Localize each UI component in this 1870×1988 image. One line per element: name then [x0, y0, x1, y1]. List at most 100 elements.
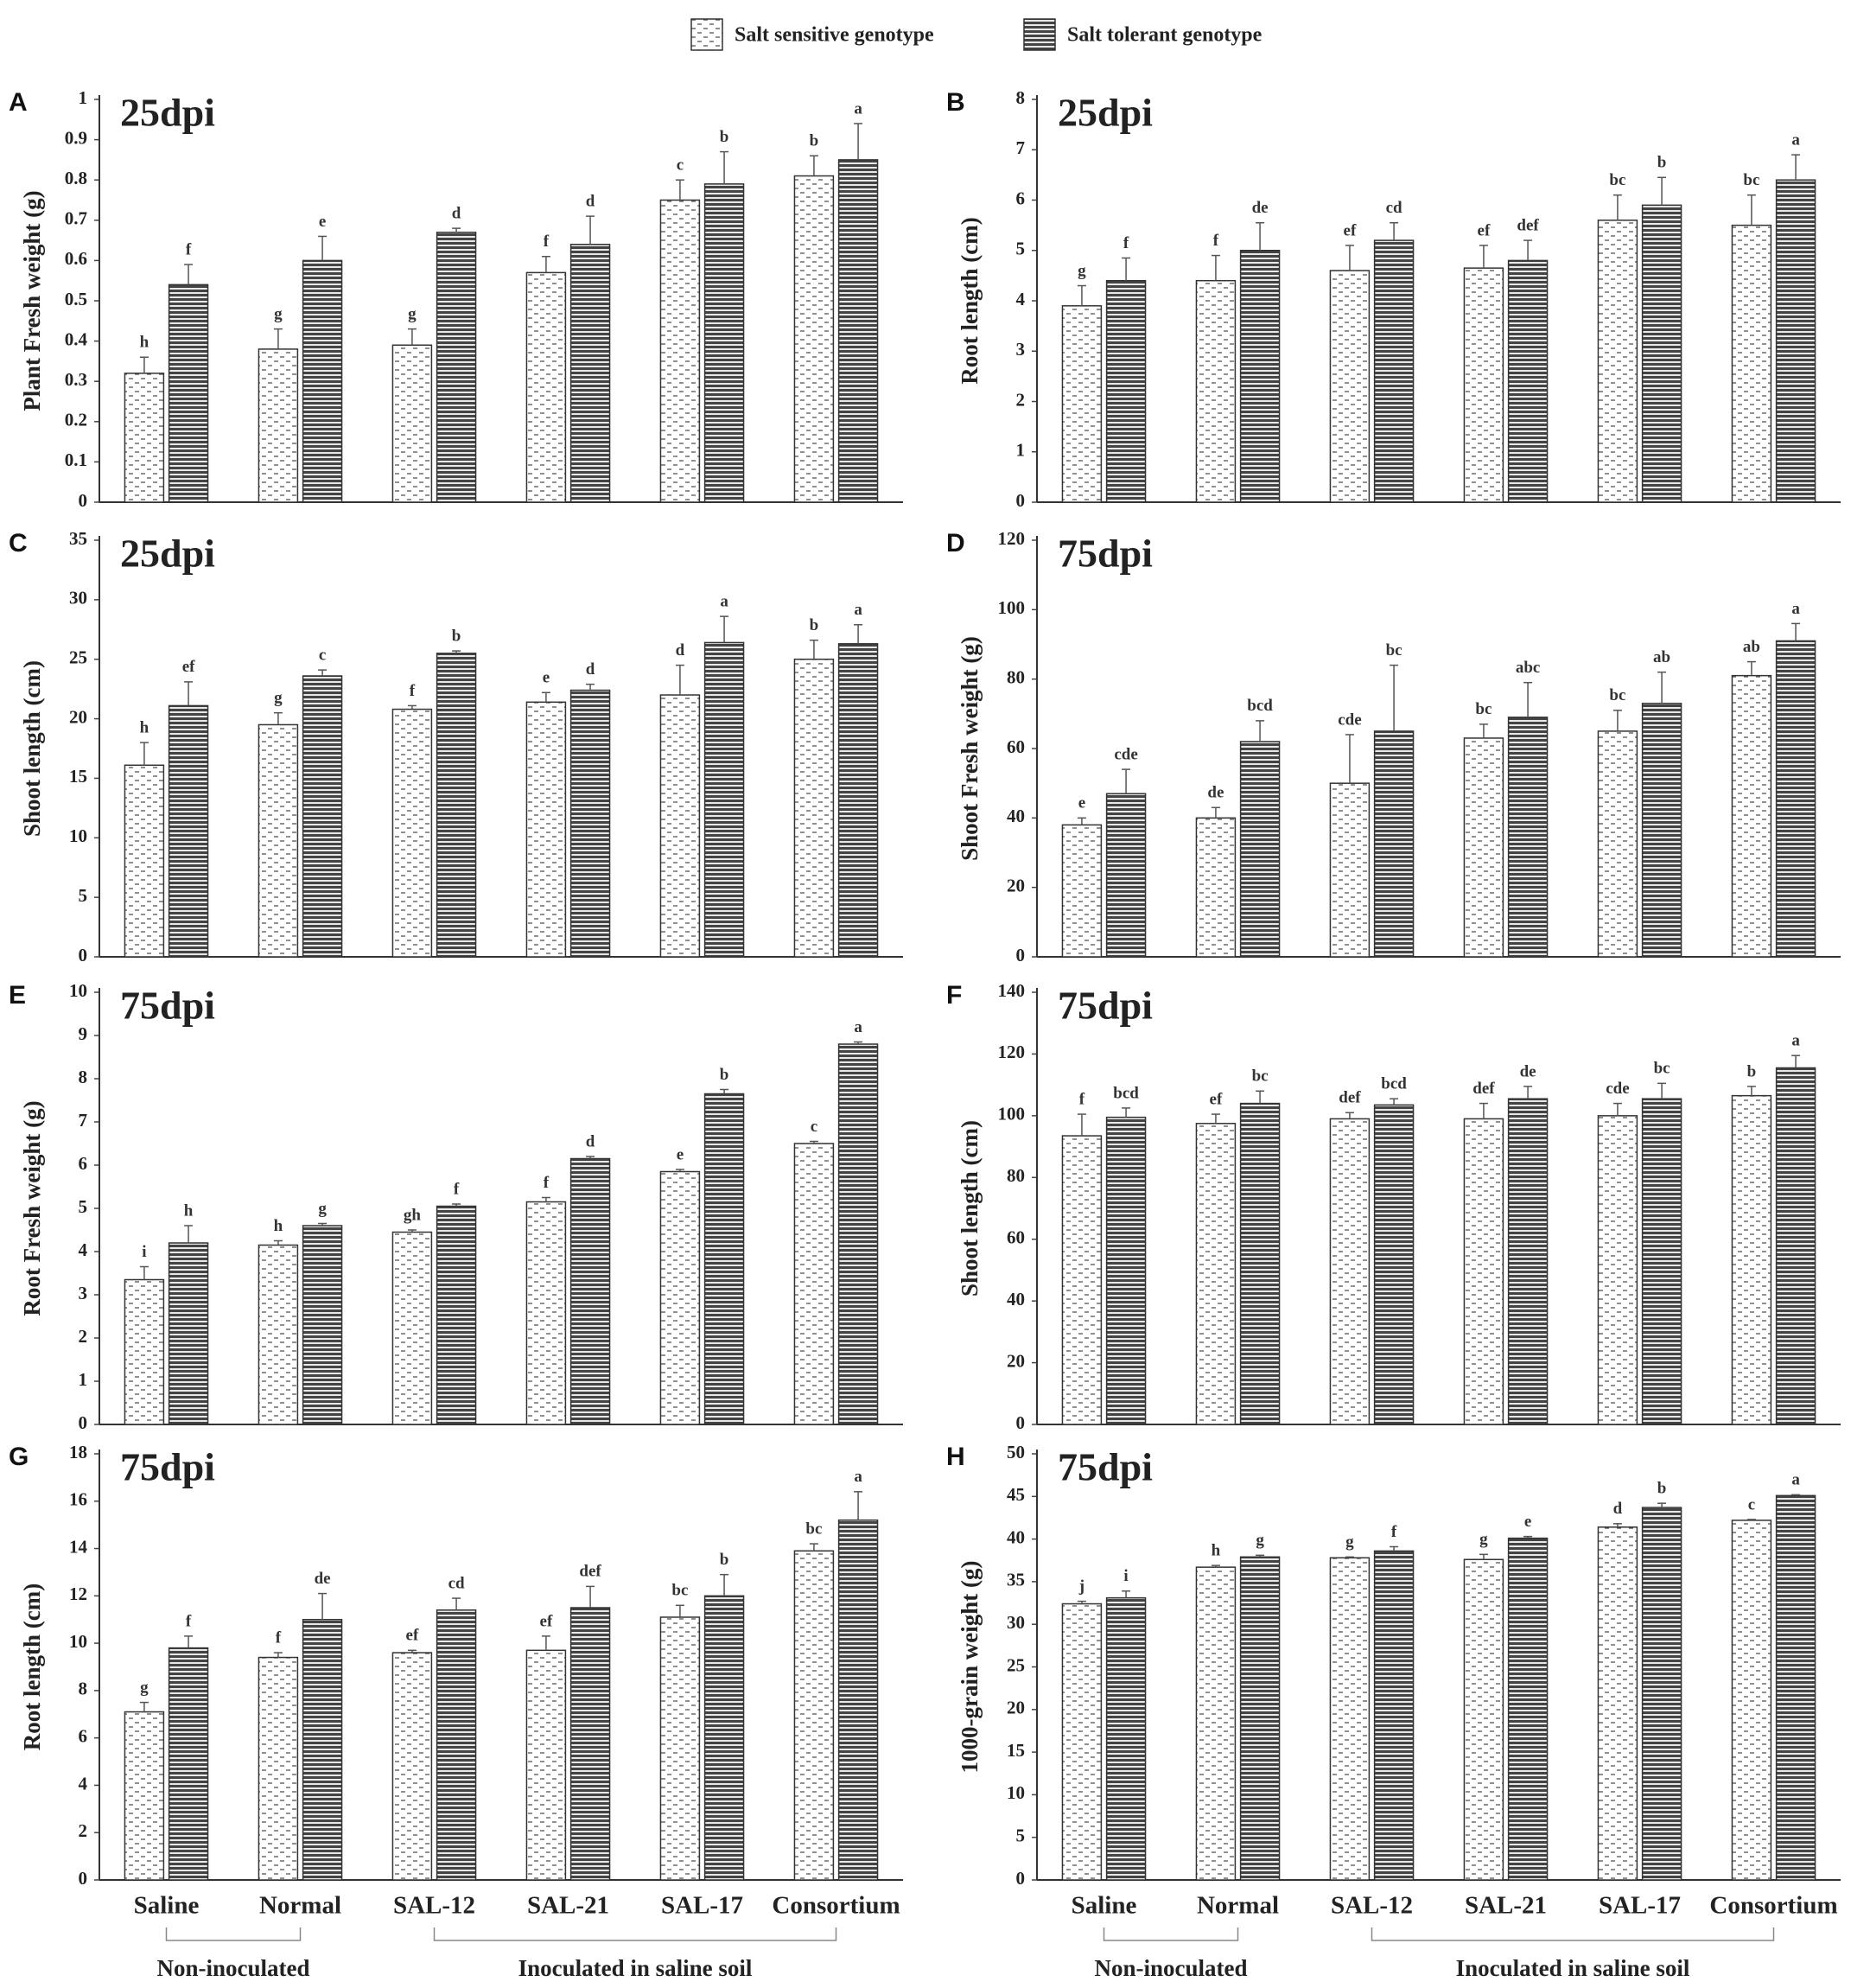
significance-letter: c — [1748, 1495, 1755, 1513]
significance-letter: de — [315, 1570, 331, 1588]
panel-letter: B — [946, 88, 965, 117]
bar — [436, 232, 477, 503]
y-tick-label: 40 — [1007, 1289, 1025, 1309]
significance-letter: def — [1472, 1080, 1495, 1098]
bar — [1239, 250, 1281, 503]
y-tick-label: 1 — [79, 87, 88, 108]
bar — [302, 1225, 343, 1425]
significance-letter: c — [811, 1118, 817, 1136]
y-tick-label: 30 — [1007, 1612, 1025, 1633]
significance-letter: bc — [671, 1582, 688, 1600]
x-tick-label: SAL-21 — [527, 1892, 609, 1920]
bar — [1507, 1098, 1549, 1425]
y-tick-label: 80 — [1007, 1165, 1025, 1186]
x-tick-label: Saline — [134, 1892, 200, 1920]
bar — [302, 1618, 343, 1881]
bar — [837, 643, 879, 958]
significance-letter: c — [319, 646, 326, 664]
bar — [258, 348, 299, 503]
significance-letter: ef — [1344, 221, 1357, 239]
bar — [1329, 1557, 1371, 1881]
bar — [1597, 730, 1638, 958]
panel-title: 25dpi — [1058, 91, 1153, 135]
y-tick-label: 0.3 — [65, 369, 87, 390]
bar — [1105, 1116, 1147, 1425]
x-tick-label: SAL-12 — [393, 1892, 475, 1920]
bar — [436, 653, 477, 958]
significance-letter: h — [140, 718, 149, 736]
bar — [837, 159, 879, 503]
bar — [1775, 1494, 1816, 1881]
bar — [1373, 730, 1415, 958]
y-tick-label: 40 — [1007, 1526, 1025, 1547]
x-tick-label: Consortium — [772, 1892, 900, 1920]
y-tick-label: 0 — [79, 490, 88, 511]
y-tick-label: 25 — [1007, 1654, 1025, 1675]
panel-letter: C — [9, 529, 28, 558]
y-tick-label: 9 — [79, 1023, 88, 1044]
y-tick-label: 1 — [79, 1369, 88, 1390]
significance-letter: bc — [1743, 171, 1759, 189]
bar — [1061, 1603, 1103, 1881]
significance-letter: ef — [540, 1612, 553, 1630]
x-tick-label: SAL-21 — [1465, 1892, 1547, 1920]
bar — [1105, 793, 1147, 958]
bar — [124, 373, 165, 503]
significance-letter: e — [319, 213, 326, 231]
y-tick-label: 20 — [69, 706, 87, 727]
bar — [1061, 824, 1103, 958]
y-tick-label: 120 — [998, 528, 1026, 549]
bar — [525, 701, 567, 958]
significance-letter: b — [1657, 1480, 1667, 1498]
panel-title: 75dpi — [1058, 984, 1153, 1028]
bar — [837, 1519, 879, 1881]
significance-letter: f — [454, 1180, 460, 1198]
significance-letter: ab — [1743, 638, 1760, 656]
significance-letter: b — [720, 1066, 729, 1084]
bar — [1641, 703, 1682, 958]
y-tick-label: 5 — [1016, 1826, 1026, 1846]
panel-title: 75dpi — [120, 1445, 215, 1489]
y-tick-label: 25 — [69, 647, 87, 668]
bar — [1329, 270, 1371, 503]
significance-letter: d — [1613, 1500, 1623, 1518]
y-axis-label: Root Fresh weight (g) — [19, 1100, 45, 1316]
significance-letter: de — [1207, 784, 1224, 802]
significance-letter: f — [1213, 232, 1219, 250]
y-tick-label: 4 — [79, 1239, 88, 1260]
significance-letter: i — [1123, 1567, 1128, 1585]
significance-letter: f — [544, 1174, 550, 1192]
bar — [1463, 1558, 1504, 1881]
bar — [569, 244, 611, 503]
significance-letter: a — [854, 99, 862, 118]
bar — [1641, 1507, 1682, 1881]
significance-letter: bc — [1475, 700, 1492, 718]
significance-letter: a — [720, 592, 728, 610]
legend-swatch — [690, 18, 723, 51]
y-tick-label: 0 — [79, 945, 88, 965]
y-axis-label: Shoot length (cm) — [957, 1120, 983, 1297]
bar — [569, 1157, 611, 1425]
y-tick-label: 20 — [1007, 875, 1025, 895]
significance-letter: gh — [404, 1206, 422, 1224]
y-tick-label: 30 — [69, 588, 87, 609]
bar — [1373, 239, 1415, 503]
significance-letter: ef — [406, 1627, 419, 1645]
panel-letter: A — [9, 88, 28, 117]
bar — [168, 284, 209, 503]
significance-letter: g — [1479, 1531, 1488, 1549]
significance-letter: def — [1339, 1089, 1361, 1107]
y-tick-label: 0 — [1016, 945, 1026, 965]
bar — [124, 764, 165, 958]
y-tick-label: 7 — [79, 1110, 88, 1131]
y-axis-label: Shoot length (cm) — [19, 660, 45, 837]
significance-letter: f — [544, 233, 550, 251]
significance-letter: h — [184, 1201, 194, 1220]
bar — [1061, 1135, 1103, 1425]
bar — [1329, 1118, 1371, 1425]
significance-letter: b — [720, 128, 729, 146]
significance-letter: ef — [182, 658, 195, 676]
legend-label: Salt sensitive genotype — [735, 24, 934, 47]
panel-title: 75dpi — [1058, 1445, 1153, 1489]
significance-letter: e — [1524, 1513, 1531, 1531]
